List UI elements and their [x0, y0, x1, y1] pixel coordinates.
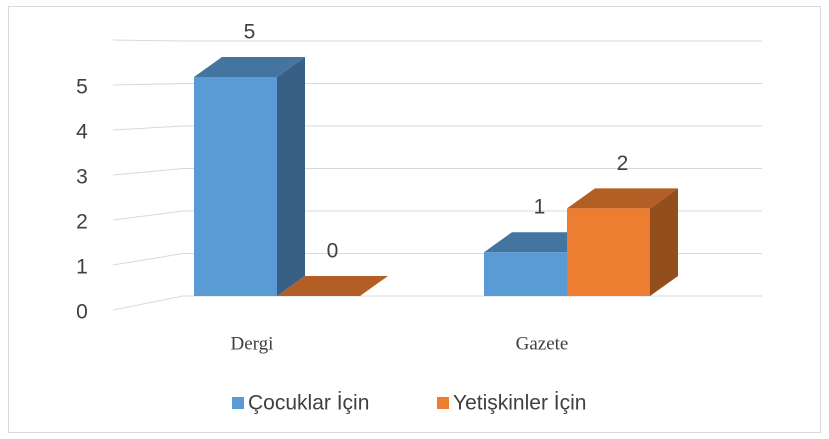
x-tick-label: Gazete [516, 333, 569, 354]
value-label: 0 [327, 240, 339, 263]
y-tick-label: 5 [76, 76, 88, 99]
bar [484, 252, 567, 296]
y-tick-label: 1 [76, 256, 88, 279]
grid-line [112, 125, 762, 131]
legend-swatch [232, 397, 244, 409]
bar [567, 208, 650, 296]
value-label: 2 [617, 152, 629, 175]
value-label: 1 [534, 196, 546, 219]
grid-line [112, 39, 762, 42]
bar-top [194, 57, 305, 77]
grid-line [112, 83, 762, 86]
bar-top [567, 188, 678, 209]
y-tick-label: 0 [76, 301, 88, 324]
y-tick-label: 3 [76, 166, 88, 189]
x-tick-label: Dergi [231, 333, 274, 354]
bar-side [650, 188, 678, 296]
legend-label: Yetişkinler İçin [453, 392, 586, 415]
legend-swatch [437, 397, 449, 409]
value-label: 5 [244, 21, 256, 44]
chart-border [8, 6, 821, 433]
y-tick-label: 2 [76, 211, 88, 234]
grid-line [112, 168, 762, 176]
y-tick-label: 4 [76, 121, 88, 144]
bar-top [277, 276, 388, 296]
legend-label: Çocuklar İçin [248, 392, 369, 415]
bar [194, 77, 277, 296]
bar-side [277, 57, 305, 296]
